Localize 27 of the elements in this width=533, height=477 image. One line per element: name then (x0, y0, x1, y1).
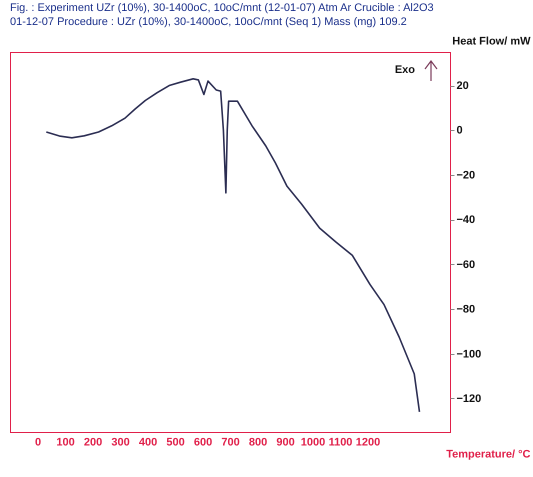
y-tick-label: −40 (456, 214, 476, 226)
y-tick-label: 0 (456, 124, 463, 137)
x-tick-label: 500 (166, 436, 185, 448)
x-tick-label: 900 (276, 436, 295, 448)
y-tick-label: −120 (456, 392, 482, 405)
chart-title: Fig. : Experiment UZr (10%), 30-1400oC, 10oC/mnt (12-01-07) Atm Ar Crucible : Al2O3 (10, 2, 434, 14)
y-tick-label: −60 (456, 258, 476, 271)
x-tick-label: 600 (194, 436, 212, 448)
x-tick-label: 800 (248, 436, 268, 448)
annotation: Exo (394, 64, 416, 76)
y-tick-label: −20 (456, 169, 476, 182)
x-tick-label: 200 (84, 436, 102, 448)
y-axis-title: Heat Flow/ mW (452, 36, 532, 48)
x-tick-label: 1200 (356, 436, 380, 448)
x-tick-label: 1000 (300, 436, 326, 448)
chart-subtitle: 01-12-07 Procedure : UZr (10%), 30-1400oC, 10oC/mnt (Seq 1) Mass (mg) 109.2 (10, 16, 407, 28)
line-series (46, 78, 420, 413)
x-tick-label: 100 (56, 436, 75, 448)
x-tick-label: 400 (138, 436, 158, 448)
x-tick-label: 300 (111, 436, 130, 448)
y-tick-label: −100 (456, 348, 482, 360)
x-tick-label: 700 (221, 436, 240, 448)
y-tick-label: −80 (456, 304, 476, 316)
y-tick-label: 20 (456, 80, 469, 92)
x-tick-label: 1100 (328, 436, 352, 448)
x-tick-label: 0 (34, 436, 42, 448)
x-axis-title: Temperature/ °C (446, 448, 531, 460)
